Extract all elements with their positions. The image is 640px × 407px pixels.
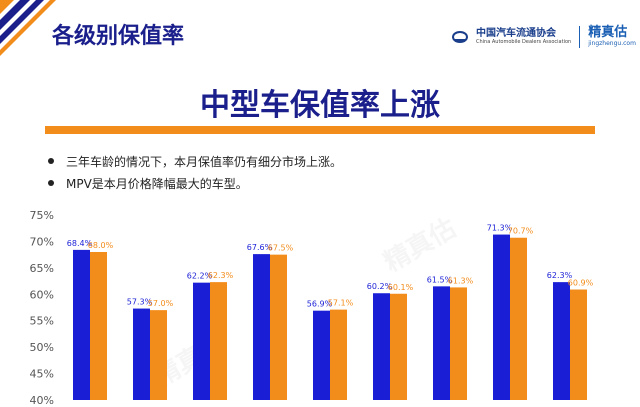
- data-label: 56.9%: [307, 300, 333, 309]
- y-tick-label: 60%: [30, 288, 54, 301]
- association-logo-icon: [452, 31, 468, 43]
- data-label: 62.3%: [208, 271, 234, 280]
- bar: [570, 289, 587, 400]
- data-label: 70.7%: [508, 227, 534, 236]
- data-label: 62.2%: [187, 272, 213, 281]
- data-label: 68.0%: [88, 241, 114, 250]
- bar: [373, 293, 390, 400]
- data-label: 60.1%: [388, 283, 414, 292]
- header-stripes: [0, 0, 120, 70]
- bullet-item: 三年车龄的情况下，本月保值率仍有细分市场上涨。: [48, 150, 342, 172]
- data-label: 57.3%: [127, 298, 153, 307]
- bullet-list: 三年车龄的情况下，本月保值率仍有细分市场上涨。 MPV是本月价格降幅最大的车型。: [48, 150, 342, 194]
- bar: [270, 254, 287, 400]
- bar: [493, 234, 510, 400]
- data-label: 60.2%: [367, 282, 393, 291]
- logo-area: 中国汽车流通协会 China Automobile Dealers Associ…: [452, 24, 636, 50]
- bullet-dot-icon: [48, 180, 54, 186]
- y-tick-label: 40%: [30, 394, 54, 407]
- page-title: 各级别保值率: [52, 24, 185, 49]
- bar: [193, 282, 210, 400]
- bar: [73, 249, 90, 400]
- y-tick-label: 50%: [30, 341, 54, 354]
- y-tick-label: 55%: [30, 315, 54, 328]
- bullet-dot-icon: [48, 158, 54, 164]
- data-label: 61.3%: [448, 276, 474, 285]
- data-label: 62.3%: [547, 271, 573, 280]
- brand-name: 精真估 jingzhengu.com: [588, 25, 636, 48]
- title-underline: [45, 126, 595, 134]
- y-tick-label: 45%: [30, 368, 54, 381]
- slide-title: 中型车保值率上涨: [200, 88, 440, 123]
- bar: [253, 254, 270, 400]
- data-label: 61.5%: [427, 275, 453, 284]
- data-label: 57.0%: [148, 299, 174, 308]
- data-label: 67.6%: [247, 243, 273, 252]
- data-label: 68.4%: [67, 239, 93, 248]
- y-tick-label: 70%: [30, 235, 54, 248]
- y-tick-label: 65%: [30, 262, 54, 275]
- bar: [390, 293, 407, 400]
- bar: [133, 308, 150, 400]
- bar: [553, 282, 570, 400]
- bar: [510, 237, 527, 400]
- data-label: 60.9%: [568, 279, 594, 288]
- logo-separator: [579, 26, 581, 48]
- bar: [210, 282, 227, 400]
- data-label: 67.5%: [268, 244, 294, 253]
- bar: [150, 310, 167, 400]
- y-tick-label: 75%: [30, 209, 54, 222]
- bar: [433, 286, 450, 400]
- data-label: 57.1%: [328, 299, 354, 308]
- bar: [450, 287, 467, 400]
- bar: [313, 310, 330, 400]
- data-label: 71.3%: [487, 224, 513, 233]
- bullet-item: MPV是本月价格降幅最大的车型。: [48, 172, 342, 194]
- association-name: 中国汽车流通协会 China Automobile Dealers Associ…: [476, 28, 572, 45]
- bar: [330, 309, 347, 400]
- bar: [90, 252, 107, 400]
